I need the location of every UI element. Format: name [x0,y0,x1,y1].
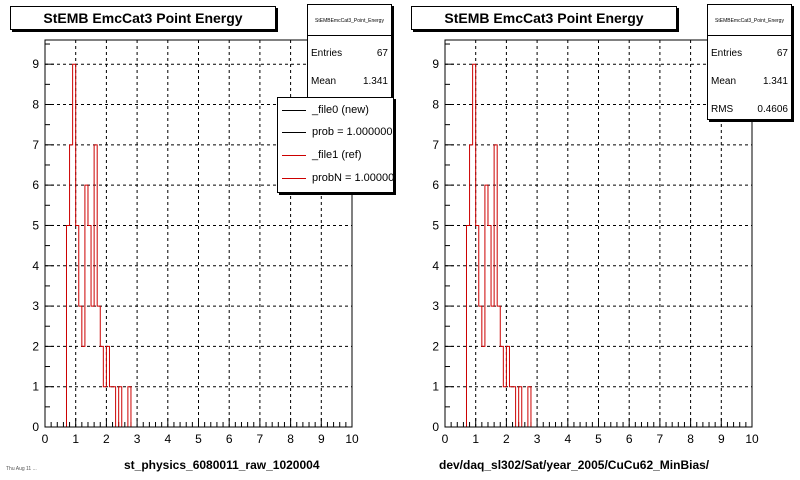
legend-label-file1: _file1 (ref) [312,149,362,161]
right-ytick-label-9: 9 [432,57,439,71]
right-ytick-label-6: 6 [432,178,439,192]
right-stats-box: StEMBEmcCat3_Point_Energy Entries 67 Mea… [707,4,792,120]
right-stats-rms-label: RMS [711,103,734,115]
left-xtick-label-5: 5 [195,432,202,446]
right-chart-title: StEMB EmcCat3 Point Energy [411,6,677,30]
right-stats-mean-label: Mean [711,75,737,87]
right-xtick-label-7: 7 [657,432,664,446]
legend-label-prob: prob = 1.000000 [312,126,393,138]
right-stats-entries-label: Entries [711,47,743,59]
footnote: Thu Aug 11 ... [6,466,37,472]
left-ytick-label-5: 5 [32,218,39,232]
left-ytick-label-4: 4 [32,259,39,273]
left-xtick-label-9: 9 [318,432,325,446]
legend-line-file1 [282,154,306,156]
right-xtick-label-10: 10 [745,432,759,446]
left-ytick-label-7: 7 [32,138,39,152]
right-stats-name: StEMBEmcCat3_Point_Energy [708,7,791,36]
right-stats-row-rms: RMS 0.4606 [711,99,788,119]
right-xtick-label-5: 5 [595,432,602,446]
right-xtick-label-2: 2 [503,432,510,446]
legend-entry-probn: probN = 1.000000 [282,168,394,188]
left-ytick-label-1: 1 [32,380,39,394]
right-stats-row-mean: Mean 1.341 [711,71,788,91]
left-xtick-label-3: 3 [134,432,141,446]
legend-line-file0 [282,109,306,111]
right-xtick-label-8: 8 [687,432,694,446]
right-ytick-label-1: 1 [432,380,439,394]
left-xtick-label-8: 8 [287,432,294,446]
left-xtick-label-10: 10 [345,432,359,446]
right-ytick-label-0: 0 [432,420,439,434]
right-ytick-label-3: 3 [432,299,439,313]
right-xtick-label-4: 4 [564,432,571,446]
left-series-0 [65,63,135,428]
left-ytick-label-8: 8 [32,98,39,112]
right-histogram: 0 1 2 3 4 5 6 7 8 9 10 0 1 2 3 4 5 6 7 8 9 [432,39,759,446]
right-stats-row-entries: Entries 67 [711,43,788,63]
right-ytick-label-4: 4 [432,259,439,273]
right-stats-entries-value: 67 [776,47,788,59]
left-stats-mean-value: 1.341 [362,75,388,87]
right-xtick-label-6: 6 [626,432,633,446]
left-stats-row-entries: Entries 67 [311,43,388,63]
right-chart-title-text: StEMB EmcCat3 Point Energy [444,10,644,26]
left-stats-entries-label: Entries [311,47,343,59]
legend-entry-file1: _file1 (ref) [282,145,362,165]
left-xtick-label-4: 4 [164,432,171,446]
left-stats-row-mean: Mean 1.341 [311,71,388,91]
right-ytick-label-2: 2 [432,339,439,353]
left-chart-title-text: StEMB EmcCat3 Point Energy [43,10,243,26]
legend-entry-prob: prob = 1.000000 [282,122,392,142]
legend-line-prob [282,131,306,133]
right-ytick-label-5: 5 [432,218,439,232]
legend-entry-file0: _file0 (new) [282,100,369,120]
left-ytick-label-0: 0 [32,420,39,434]
right-xtick-label-3: 3 [534,432,541,446]
left-plot-frame [44,39,353,428]
left-x-axis-title: st_physics_6080011_raw_1020004 [124,458,320,472]
legend-line-probn [282,177,306,179]
right-ytick-label-7: 7 [432,138,439,152]
right-xtick-label-1: 1 [472,432,479,446]
left-ytick-label-6: 6 [32,178,39,192]
left-stats-entries-value: 67 [376,47,388,59]
left-ytick-label-2: 2 [32,339,39,353]
right-x-axis-title: dev/daq_sl302/Sat/year_2005/CuCu62_MinBi… [439,458,710,472]
left-xtick-label-1: 1 [72,432,79,446]
left-xtick-label-2: 2 [103,432,110,446]
left-xtick-label-6: 6 [226,432,233,446]
legend-label-probn: probN = 1.000000 [312,172,394,184]
left-legend: _file0 (new) prob = 1.000000 _file1 (ref… [277,97,394,193]
right-stats-rms-value: 0.4606 [757,103,788,115]
right-xtick-label-9: 9 [718,432,725,446]
left-xtick-label-7: 7 [257,432,264,446]
right-stats-mean-value: 1.341 [762,75,788,87]
left-chart-title: StEMB EmcCat3 Point Energy [10,6,276,30]
left-stats-mean-label: Mean [311,75,337,87]
left-stats-box: StEMBEmcCat3_Point_Energy Entries 67 Mea… [307,4,392,98]
left-ytick-label-3: 3 [32,299,39,313]
left-ytick-label-9: 9 [32,57,39,71]
right-xtick-label-0: 0 [442,432,449,446]
right-ytick-label-8: 8 [432,98,439,112]
left-stats-name: StEMBEmcCat3_Point_Energy [308,7,391,36]
right-series-0 [465,63,535,428]
left-xtick-label-0: 0 [42,432,49,446]
legend-label-file0: _file0 (new) [312,104,369,116]
right-plot-frame [444,39,753,428]
